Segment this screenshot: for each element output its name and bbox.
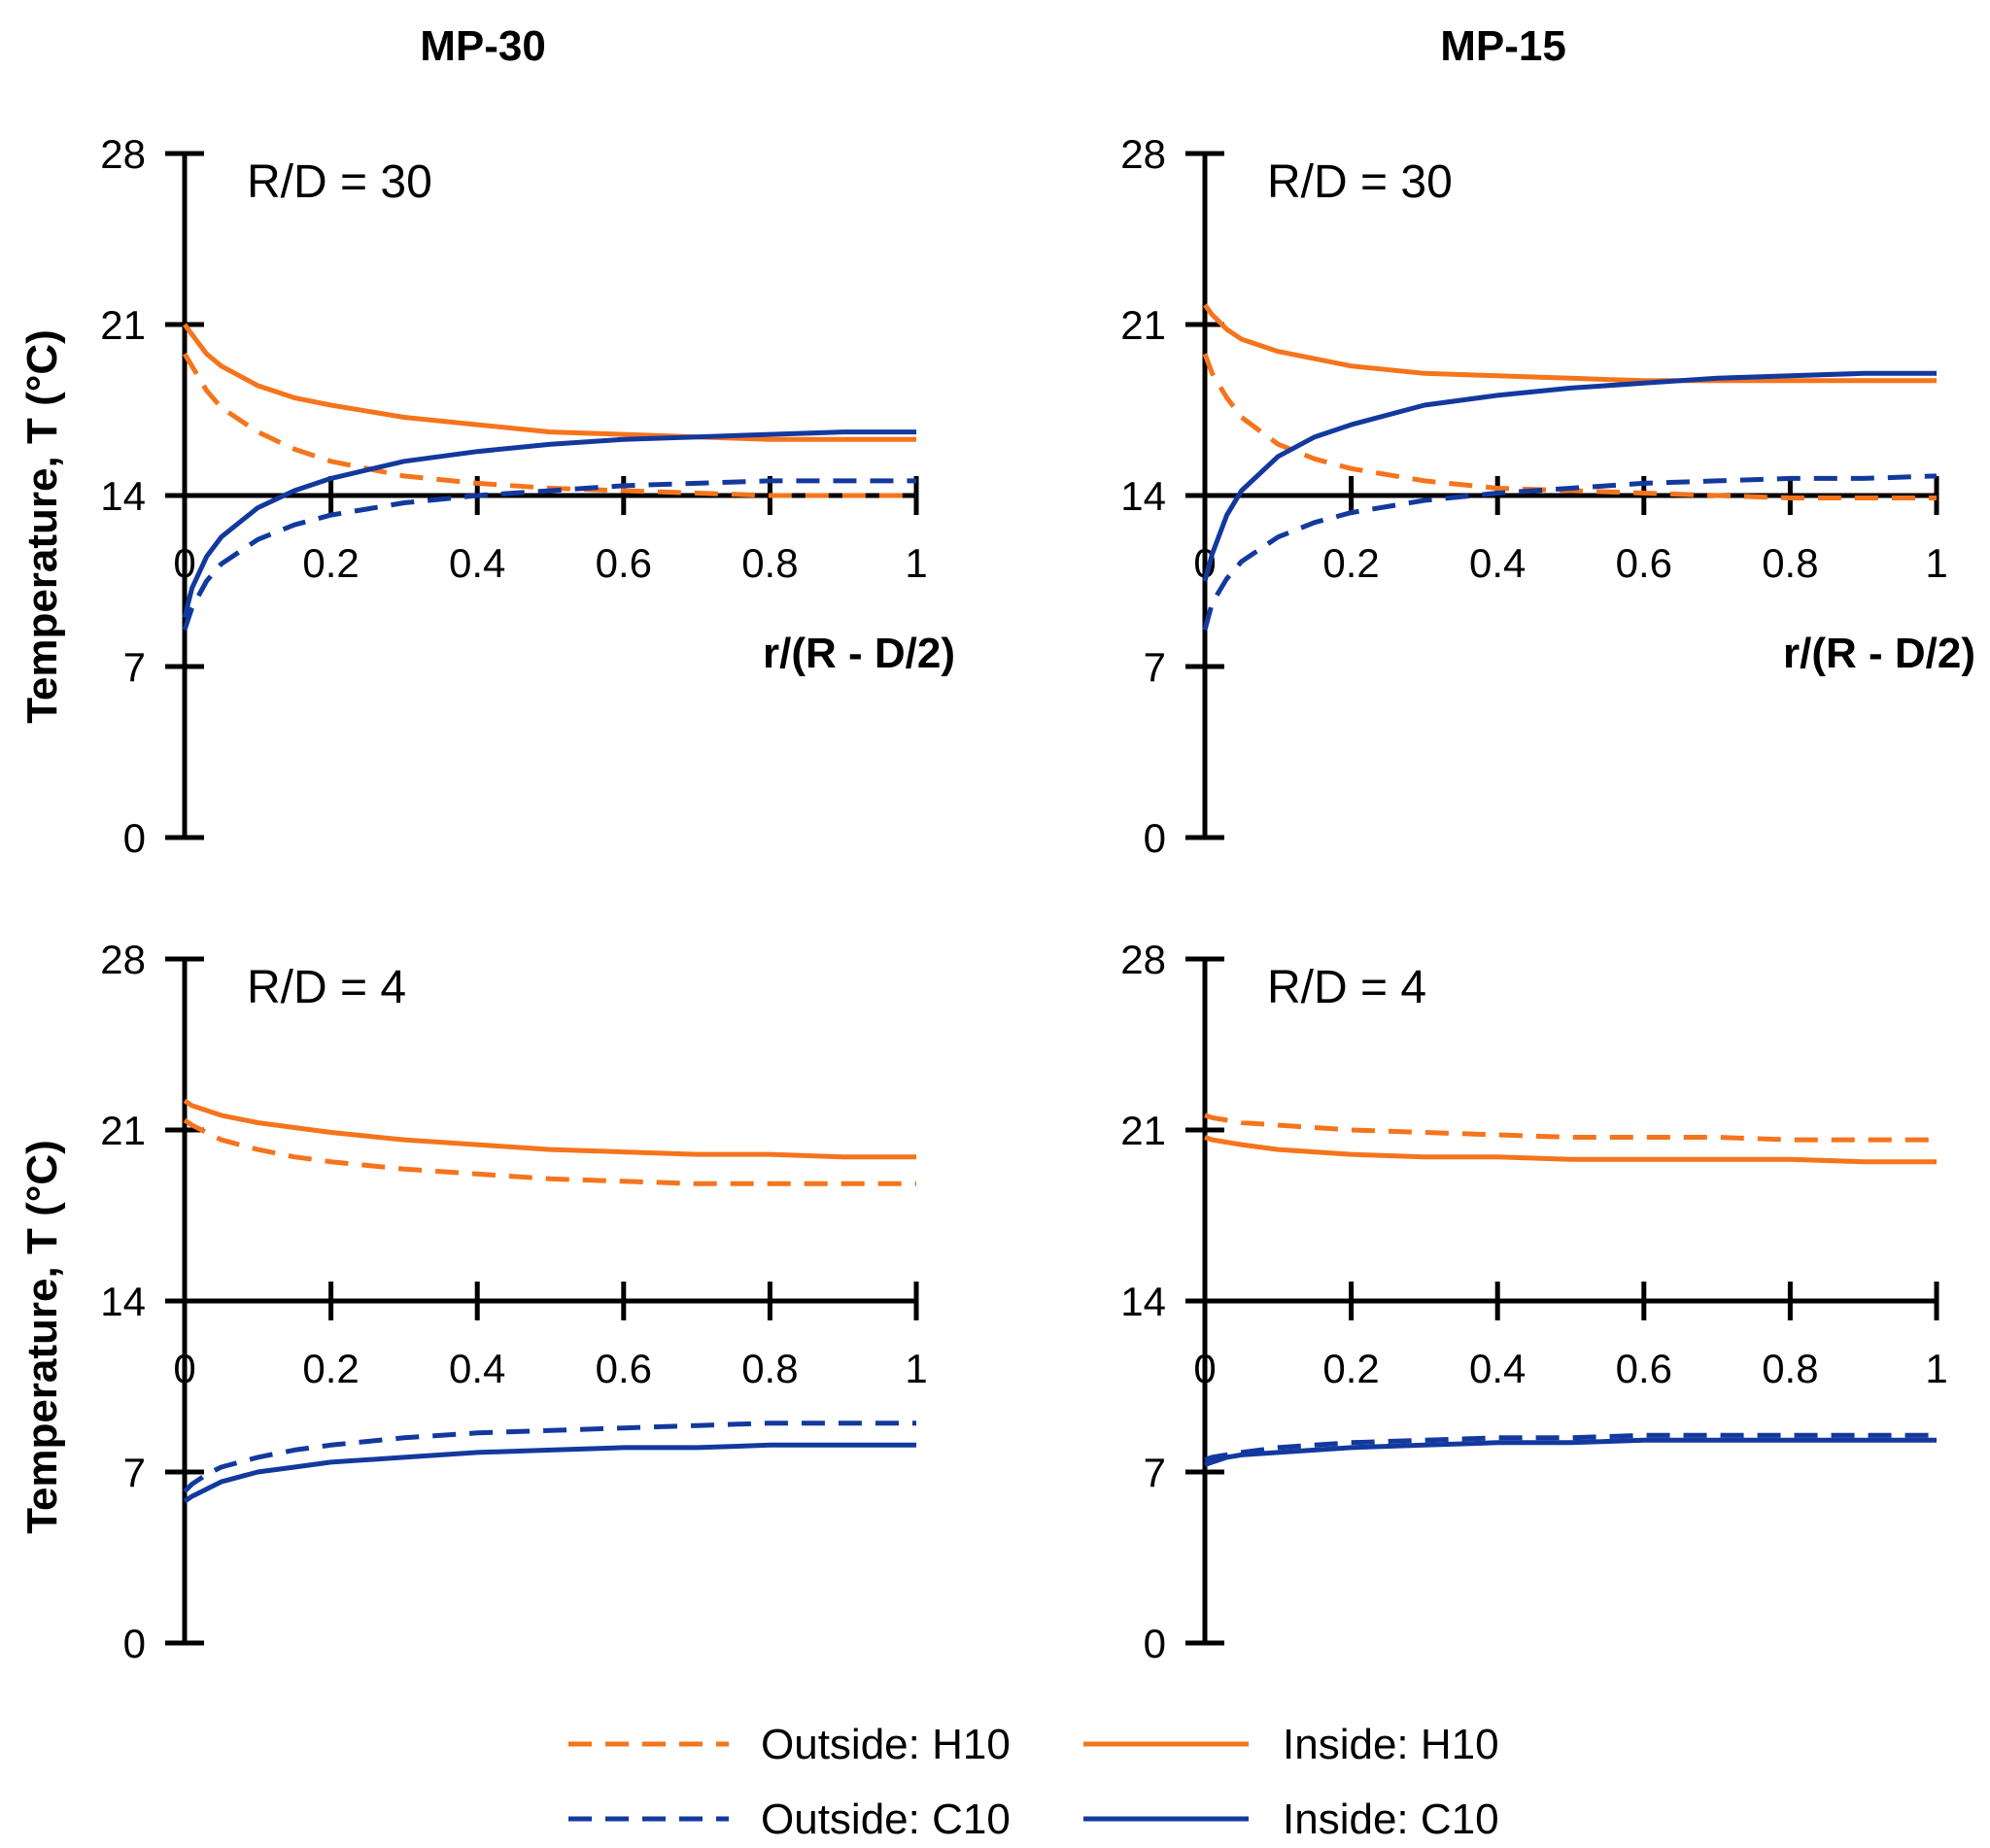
column-title-mp-30: MP-30 xyxy=(420,22,546,70)
x-tick-label: 0.8 xyxy=(741,540,798,586)
legend-label-inside-c10: Inside: C10 xyxy=(1283,1796,1499,1843)
y-axis-title-bottom: Temperature, T (°C) xyxy=(18,1140,66,1534)
legend: Outside: H10 Inside: H10 Outside: C10 In… xyxy=(568,1721,1499,1843)
y-tick-label: 28 xyxy=(1120,937,1166,982)
x-tick-label: 1 xyxy=(905,540,927,586)
series-outside-h10 xyxy=(1204,1112,1937,1143)
y-tick-label: 21 xyxy=(1120,1108,1166,1153)
y-tick-label: 0 xyxy=(123,1621,146,1666)
series-outside-c10 xyxy=(182,478,916,632)
series-inside-h10 xyxy=(183,1098,916,1160)
y-tick-label: 0 xyxy=(1144,1621,1166,1666)
series-inside-c10 xyxy=(1204,1437,1937,1467)
x-tick-label: 0.2 xyxy=(302,540,359,586)
x-tick-label: 0.4 xyxy=(1469,1346,1526,1391)
y-tick-label: 21 xyxy=(100,1108,146,1153)
y-axis-title-top: Temperature, T (°C) xyxy=(18,329,66,724)
y-tick-label: 14 xyxy=(100,473,146,519)
column-title-mp-15: MP-15 xyxy=(1440,22,1566,70)
y-tick-label: 0 xyxy=(1144,815,1166,861)
x-tick-label: 0 xyxy=(173,1346,195,1391)
legend-label-outside-c10: Outside: C10 xyxy=(761,1796,1011,1843)
x-tick-label: 0.6 xyxy=(596,1346,652,1391)
x-tick-label: 0.8 xyxy=(1762,1346,1818,1391)
series-inside-c10 xyxy=(183,1442,916,1504)
y-tick-label: 7 xyxy=(1144,1450,1166,1495)
x-tick-label: 0.4 xyxy=(1469,540,1526,586)
y-tick-label: 28 xyxy=(1120,131,1166,177)
x-tick-label: 1 xyxy=(905,1346,927,1391)
chart-panel-4: 0 7 14 21 28 0 0.2 0.4 0.6 0.8 1 R/D = 4 xyxy=(1120,937,1947,1666)
x-axis-title: r/(R - D/2) xyxy=(763,630,955,677)
chart-panels: 0 7 14 21 28 0 0.2 0.4 0.6 0.8 1 r/(R - D/2) R/D = 3… xyxy=(100,131,1975,1666)
y-tick-label: 21 xyxy=(1120,302,1166,348)
series-outside-c10 xyxy=(1204,1432,1937,1462)
series-inside-h10 xyxy=(182,323,916,442)
chart-panel-3: 0 7 14 21 28 0 0.2 0.4 0.6 0.8 1 R/D = 4 xyxy=(100,937,927,1666)
y-tick-label: 7 xyxy=(123,644,146,690)
legend-label-inside-h10: Inside: H10 xyxy=(1283,1721,1499,1768)
y-tick-label: 28 xyxy=(100,937,146,982)
x-tick-label: 0.6 xyxy=(596,540,652,586)
y-tick-label: 28 xyxy=(100,131,146,177)
x-tick-label: 0.6 xyxy=(1616,1346,1672,1391)
y-tick-label: 14 xyxy=(100,1279,146,1324)
series-outside-h10 xyxy=(1202,353,1937,500)
x-tick-label: 0.2 xyxy=(1322,540,1379,586)
series-outside-h10 xyxy=(183,1117,916,1186)
y-tick-label: 21 xyxy=(100,302,146,348)
y-tick-label: 7 xyxy=(1144,644,1166,690)
x-tick-label: 0.8 xyxy=(1762,540,1818,586)
legend-label-outside-h10: Outside: H10 xyxy=(761,1721,1011,1768)
x-tick-label: 1 xyxy=(1925,540,1947,586)
series-inside-h10 xyxy=(1203,303,1937,384)
series-inside-c10 xyxy=(1202,370,1937,582)
chart-panel-1: 0 7 14 21 28 0 0.2 0.4 0.6 0.8 1 r/(R - D/2) R/D = 3… xyxy=(100,131,955,861)
x-tick-label: 0.4 xyxy=(449,1346,505,1391)
x-tick-label: 0.2 xyxy=(1322,1346,1379,1391)
x-tick-label: 0.4 xyxy=(449,540,505,586)
y-tick-label: 0 xyxy=(123,815,146,861)
panel-annotation: R/D = 30 xyxy=(1267,156,1453,208)
series-outside-c10 xyxy=(183,1420,916,1493)
x-tick-label: 0 xyxy=(173,540,195,586)
x-tick-label: 0 xyxy=(1193,1346,1216,1391)
series-inside-h10 xyxy=(1204,1135,1937,1165)
panel-annotation: R/D = 4 xyxy=(1267,962,1426,1013)
y-tick-label: 14 xyxy=(1120,1279,1166,1324)
y-tick-label: 7 xyxy=(123,1450,146,1495)
panel-annotation: R/D = 30 xyxy=(247,156,432,208)
x-tick-label: 0.2 xyxy=(302,1346,359,1391)
x-tick-label: 1 xyxy=(1925,1346,1947,1391)
x-tick-label: 0.6 xyxy=(1616,540,1672,586)
x-axis-title: r/(R - D/2) xyxy=(1783,630,1975,677)
series-outside-c10 xyxy=(1202,473,1938,631)
panel-annotation: R/D = 4 xyxy=(247,962,406,1013)
series-inside-c10 xyxy=(182,429,916,619)
series-outside-h10 xyxy=(182,352,916,498)
y-tick-label: 14 xyxy=(1120,473,1166,519)
x-tick-label: 0.8 xyxy=(741,1346,798,1391)
